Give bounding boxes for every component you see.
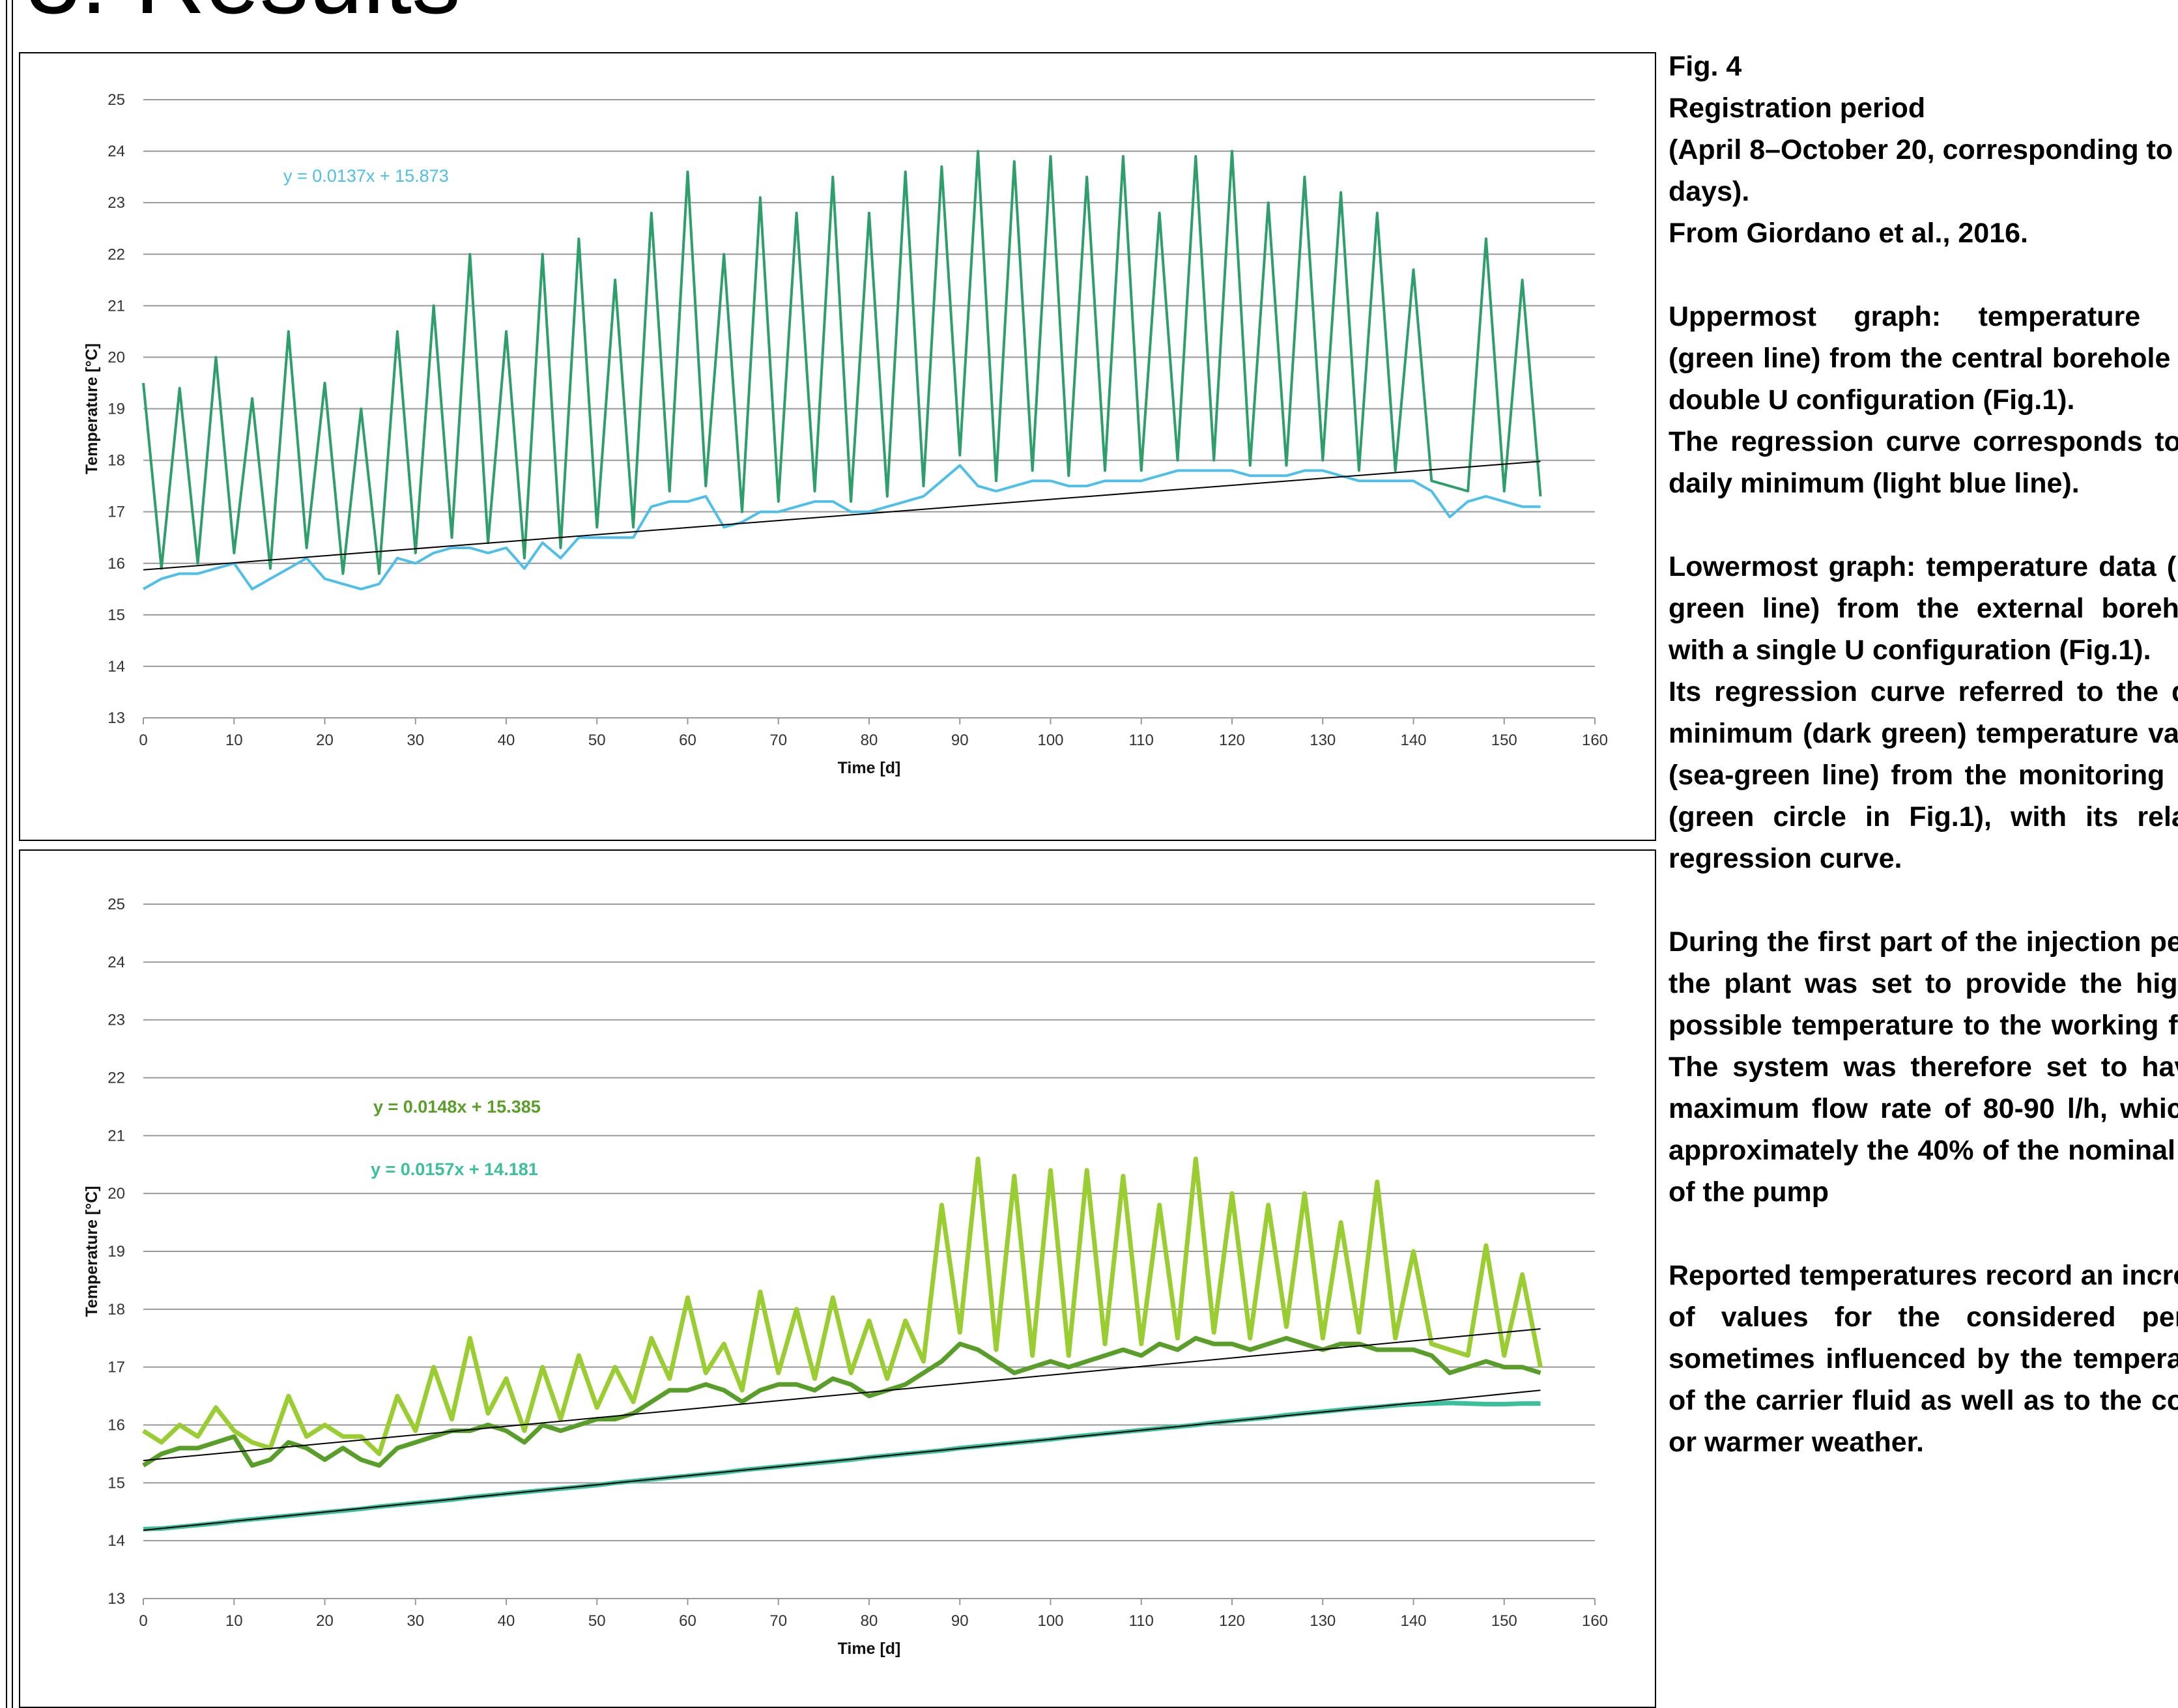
caption-text: From Giordano et al., 2016. <box>1669 218 2028 249</box>
caption-text: Reported temperatures record an increase… <box>1669 1260 2178 1458</box>
chart-frame <box>19 52 1656 841</box>
x-tick-label: 110 <box>1129 732 1154 749</box>
x-axis-label: Time [d] <box>838 759 901 777</box>
x-tick-label: 10 <box>225 732 243 749</box>
y-tick-label: 16 <box>107 1417 125 1434</box>
caption-text: The regression curve corresponds to the … <box>1669 426 2178 499</box>
caption-text: Uppermost graph: temperature data (green… <box>1669 301 2178 416</box>
y-tick-label: 21 <box>107 1127 125 1145</box>
y-tick-label: 24 <box>107 954 125 971</box>
regression-equation: y = 0.0157x + 14.181 <box>371 1160 538 1179</box>
caption-text: Registration period <box>1669 93 1926 124</box>
caption-text: Its regression curve referred to the dai… <box>1669 676 2178 874</box>
y-tick-label: 14 <box>107 658 125 676</box>
y-tick-label: 20 <box>107 1185 125 1203</box>
y-tick-label: 15 <box>107 606 125 624</box>
x-tick-label: 30 <box>407 732 424 749</box>
x-tick-label: 80 <box>861 732 878 749</box>
x-tick-label: 160 <box>1582 1612 1608 1630</box>
y-tick-label: 16 <box>107 555 125 573</box>
y-tick-label: 21 <box>107 297 125 315</box>
x-tick-label: 90 <box>951 732 969 749</box>
y-tick-label: 19 <box>107 401 125 418</box>
chart-frame <box>19 849 1656 1708</box>
y-axis-label: Temperature [°C] <box>83 343 101 474</box>
caption-paragraph: Lowermost graph: temperature data (light… <box>1669 546 2178 879</box>
y-tick-label: 24 <box>107 143 125 160</box>
x-tick-label: 70 <box>769 1612 787 1630</box>
x-tick-label: 0 <box>139 1612 147 1630</box>
x-tick-label: 20 <box>316 732 334 749</box>
data-line <box>143 461 1541 571</box>
x-tick-label: 50 <box>588 1612 606 1630</box>
y-tick-label: 20 <box>107 349 125 366</box>
data-line <box>143 1401 1541 1531</box>
data-line <box>142 1335 1541 1468</box>
x-tick-label: 70 <box>769 732 787 749</box>
caption-text: Lowermost graph: temperature data (light… <box>1669 551 2178 666</box>
caption: Fig. 4 Registration period (April 8–Octobe… <box>1669 46 2178 1505</box>
x-tick-label: 130 <box>1310 732 1336 749</box>
x-tick-label: 40 <box>498 732 515 749</box>
data-line <box>142 150 1542 575</box>
x-tick-label: 40 <box>498 1612 515 1630</box>
x-tick-label: 160 <box>1582 732 1608 749</box>
x-tick-label: 130 <box>1310 1612 1336 1630</box>
y-tick-label: 25 <box>107 91 125 109</box>
data-line <box>143 464 1541 591</box>
y-tick-label: 23 <box>107 194 125 212</box>
regression-equation: y = 0.0137x + 15.873 <box>283 166 449 186</box>
x-tick-label: 20 <box>316 1612 334 1630</box>
y-tick-label: 25 <box>107 896 125 913</box>
x-tick-label: 50 <box>588 732 606 749</box>
x-tick-label: 80 <box>861 1612 878 1630</box>
y-axis-label: Temperature [°C] <box>83 1186 101 1317</box>
caption-text: Fig. 4 <box>1669 51 1742 82</box>
section-title: 3. Results <box>26 0 461 34</box>
caption-text: (April 8–October 20, corresponding to 16… <box>1669 134 2178 207</box>
x-tick-label: 10 <box>225 1612 243 1630</box>
y-tick-label: 15 <box>107 1474 125 1492</box>
data-line <box>143 1328 1541 1462</box>
x-tick-label: 60 <box>679 732 696 749</box>
y-tick-label: 19 <box>107 1243 125 1260</box>
caption-text: During the first part of the injection p… <box>1669 926 2178 1208</box>
x-tick-label: 120 <box>1219 1612 1245 1630</box>
y-tick-label: 18 <box>107 1301 125 1318</box>
y-tick-label: 23 <box>107 1012 125 1029</box>
y-tick-label: 13 <box>107 709 125 727</box>
caption-paragraph: Fig. 4 Registration period (April 8–Octobe… <box>1669 46 2178 254</box>
x-tick-label: 30 <box>407 1612 424 1630</box>
y-tick-label: 13 <box>107 1590 125 1608</box>
x-tick-label: 140 <box>1400 1612 1426 1630</box>
x-tick-label: 150 <box>1491 732 1517 749</box>
x-tick-label: 0 <box>139 732 147 749</box>
x-tick-label: 120 <box>1219 732 1245 749</box>
caption-paragraph: During the first part of the injection p… <box>1669 921 2178 1213</box>
y-tick-label: 18 <box>107 452 125 470</box>
caption-paragraph: Uppermost graph: temperature data (green… <box>1669 296 2178 504</box>
y-tick-label: 22 <box>107 246 125 263</box>
x-tick-label: 110 <box>1129 1612 1154 1630</box>
x-tick-label: 100 <box>1037 732 1063 749</box>
regression-equation: y = 0.0148x + 15.385 <box>373 1097 541 1117</box>
y-tick-label: 17 <box>107 1359 125 1376</box>
x-tick-label: 60 <box>679 1612 696 1630</box>
y-tick-label: 22 <box>107 1070 125 1087</box>
data-line <box>143 1389 1541 1531</box>
x-tick-label: 140 <box>1400 732 1426 749</box>
x-tick-label: 150 <box>1491 1612 1517 1630</box>
caption-paragraph: Reported temperatures record an increase… <box>1669 1255 2178 1463</box>
data-line <box>142 1156 1543 1457</box>
y-tick-label: 17 <box>107 504 125 521</box>
x-tick-label: 100 <box>1037 1612 1063 1630</box>
x-axis-label: Time [d] <box>838 1640 901 1658</box>
x-tick-label: 90 <box>951 1612 969 1630</box>
y-tick-label: 14 <box>107 1532 125 1550</box>
